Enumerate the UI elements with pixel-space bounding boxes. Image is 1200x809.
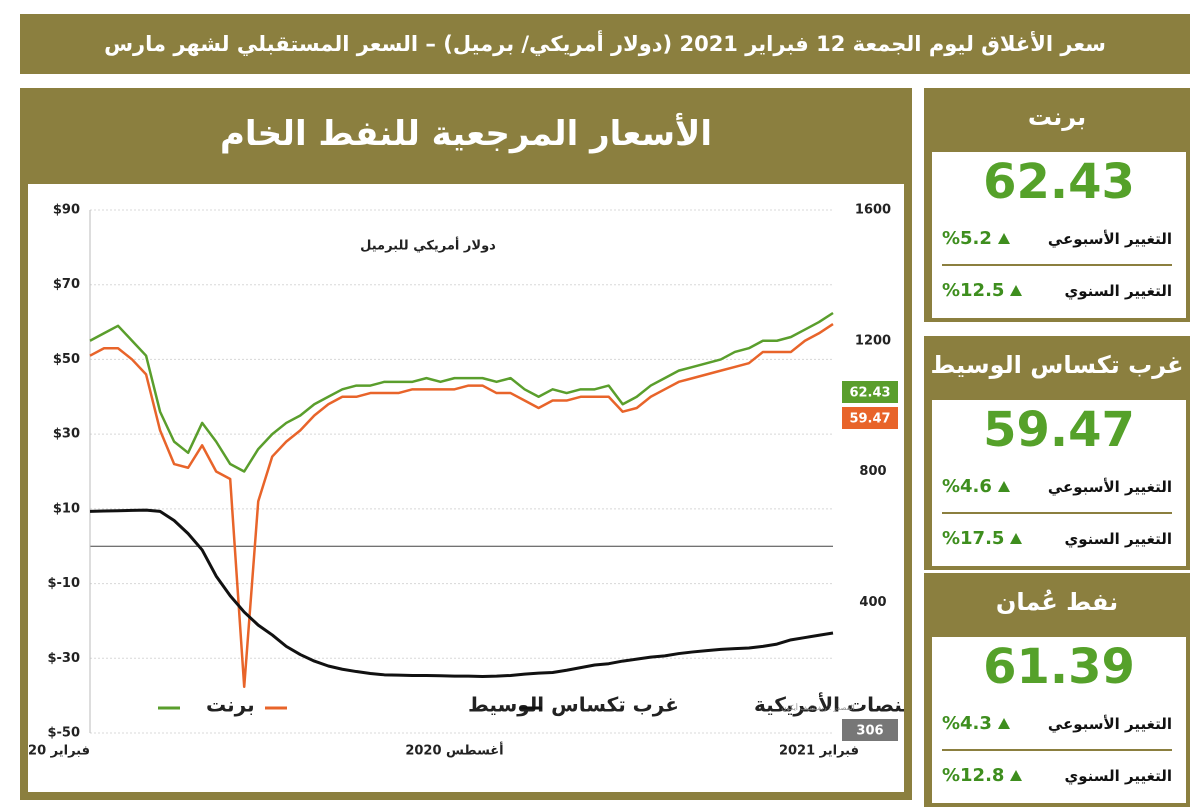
x-tick-label: أغسطس 2020	[405, 742, 503, 759]
separator	[942, 512, 1172, 514]
weekly-change: %4.6	[942, 476, 1016, 497]
legend-label: غرب تكساس الوسيط	[468, 693, 679, 717]
plot-bg	[28, 184, 904, 792]
annual-change: %17.5	[942, 528, 1028, 549]
weekly-change-value: %4.6	[942, 476, 992, 497]
y-tick-label: $-30	[47, 651, 80, 666]
up-arrow	[1010, 533, 1023, 544]
end-label: 306	[856, 724, 883, 739]
separator	[942, 264, 1172, 266]
separator	[942, 749, 1172, 751]
y-tick-label: $10	[53, 501, 80, 516]
series-line	[89, 508, 834, 678]
chart-title: الأسعار المرجعية للنفط الخام	[219, 114, 713, 154]
annual-change: %12.8	[942, 765, 1028, 786]
weekly-change: %5.2	[942, 228, 1016, 249]
annual-label: التغيير السنوي	[1064, 281, 1172, 300]
weekly-label: التغيير الأسبوعي	[1047, 477, 1172, 496]
weekly-label: التغيير الأسبوعي	[1047, 714, 1172, 733]
up-arrow	[997, 481, 1010, 492]
x-tick-label: فبراير 2020	[28, 744, 90, 759]
y-tick-label: $-50	[47, 726, 80, 741]
card-value: 61.39	[983, 639, 1135, 695]
legend-label: عدد المنصات الأمريكية	[754, 692, 904, 717]
card-value: 62.43	[983, 154, 1135, 210]
y2-tick-label: 800	[859, 464, 886, 479]
card: نفط عُمان 61.39 %4.3 التغيير الأسبوعي %12…	[924, 573, 1190, 807]
weekly-label: التغيير الأسبوعي	[1047, 229, 1172, 248]
end-label-box	[842, 719, 898, 741]
chart-subtitle: دولار أمريكي للبرميل	[360, 237, 496, 254]
end-label-box	[842, 381, 898, 403]
annual-label: التغيير السنوي	[1064, 766, 1172, 785]
chart: $-50$-30$-10$10$30$50$70$900400800120016…	[28, 184, 904, 792]
card: غرب تكساس الوسيط 59.47 %4.6 التغيير الأسب…	[924, 336, 1190, 570]
y2-tick-label: 1600	[855, 203, 891, 218]
source-note: المصدر : ريفينيتيف أيكون	[781, 703, 855, 712]
end-label: 62.43	[849, 386, 890, 401]
weekly-change-value: %5.2	[942, 228, 992, 249]
annual-change-value: %12.8	[942, 765, 1005, 786]
chart-panel: الأسعار المرجعية للنفط الخام $-50 $-30 $-1…	[20, 88, 912, 800]
up-arrow	[997, 718, 1010, 729]
series-line	[89, 311, 834, 473]
x-tick-label: فبراير 2021	[779, 744, 859, 759]
weekly-change-value: %4.3	[942, 713, 992, 734]
card-body: 62.43 %5.2 التغيير الأسبوعي %12.5 التغيير …	[930, 150, 1188, 320]
y-tick-label: $90	[53, 203, 80, 218]
up-arrow	[997, 233, 1010, 244]
y-tick-label: $30	[53, 427, 80, 442]
legend-label: برنت	[206, 693, 255, 717]
weekly-change: %4.3	[942, 713, 1016, 734]
series-line	[89, 323, 834, 689]
header-title: سعر الأغلاق ليوم الجمعة 12 فبراير 2021 (…	[20, 14, 1190, 74]
up-arrow	[1010, 770, 1023, 781]
y2-tick-label: 1200	[855, 333, 891, 348]
card: برنت 62.43 %5.2 التغيير الأسبوعي %12.5 الت…	[924, 88, 1190, 322]
card-body: 61.39 %4.3 التغيير الأسبوعي %12.8 التغيير …	[930, 635, 1188, 805]
end-label-box	[842, 407, 898, 429]
y2-tick-label: 400	[859, 595, 886, 610]
y-tick-label: $70	[53, 277, 80, 292]
card-title: برنت	[1027, 103, 1087, 131]
card-title: غرب تكساس الوسيط	[930, 351, 1184, 379]
up-arrow	[1010, 285, 1023, 296]
card-body: 59.47 %4.6 التغيير الأسبوعي %17.5 التغيير …	[930, 398, 1188, 568]
annual-change: %12.5	[942, 280, 1028, 301]
annual-change-value: %17.5	[942, 528, 1005, 549]
end-label: 59.47	[849, 412, 890, 427]
y-tick-label: $-10	[47, 576, 80, 591]
annual-label: التغيير السنوي	[1064, 529, 1172, 548]
y-tick-label: $50	[53, 352, 80, 367]
card-title: نفط عُمان	[995, 588, 1119, 616]
card-value: 59.47	[983, 402, 1135, 458]
annual-change-value: %12.5	[942, 280, 1005, 301]
